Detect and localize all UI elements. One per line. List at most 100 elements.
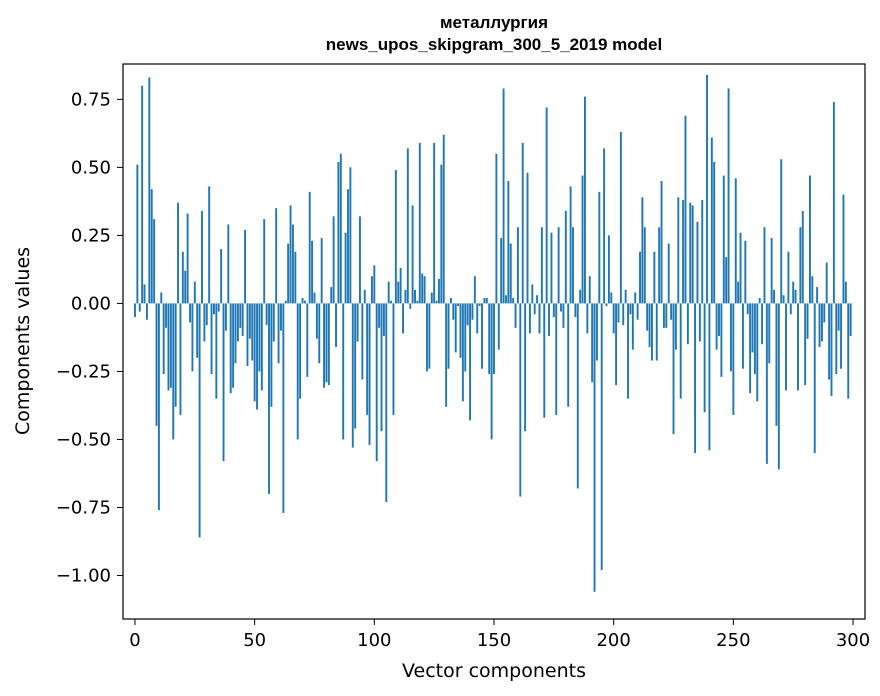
bar: [488, 303, 491, 375]
bar: [777, 303, 780, 470]
bar: [253, 303, 256, 402]
bar: [241, 303, 244, 337]
bar: [844, 281, 847, 304]
bar: [493, 303, 495, 375]
bar: [691, 205, 694, 304]
bar: [466, 303, 469, 326]
bar: [648, 303, 651, 347]
bar: [701, 200, 704, 304]
bar: [370, 276, 373, 304]
bar: [660, 180, 663, 304]
bar: [808, 175, 811, 304]
bar: [134, 303, 136, 318]
bar: [524, 303, 527, 432]
bar: [751, 303, 754, 353]
bar: [813, 303, 816, 454]
bar: [820, 303, 823, 342]
bar: [605, 303, 608, 307]
bar: [662, 303, 665, 328]
bar: [753, 303, 756, 375]
bar: [500, 238, 503, 304]
bar: [706, 74, 708, 304]
bar: [227, 224, 230, 304]
bar: [344, 232, 347, 304]
bar: [335, 303, 337, 347]
bar: [248, 303, 251, 339]
bar: [782, 295, 785, 304]
bar: [428, 303, 431, 369]
bar: [332, 216, 335, 304]
bar: [153, 219, 156, 304]
bar: [557, 227, 560, 304]
bar: [792, 281, 795, 304]
bar: [617, 303, 620, 323]
bar: [806, 303, 809, 339]
bar: [694, 303, 697, 454]
bar: [823, 303, 826, 323]
bar: [296, 303, 299, 440]
bar: [184, 270, 187, 304]
bar: [615, 303, 618, 386]
bar: [552, 303, 555, 318]
bar: [756, 303, 759, 402]
x-axis: 0 50 100 150 200 250 300: [129, 619, 870, 651]
bar: [232, 303, 235, 388]
bar: [265, 303, 268, 326]
bar: [277, 303, 280, 364]
bar: [521, 142, 524, 304]
bar: [624, 289, 627, 304]
bar: [507, 180, 510, 304]
bar: [174, 303, 177, 407]
x-tick-label: 100: [357, 630, 391, 651]
bar: [536, 295, 539, 304]
bar: [437, 278, 440, 304]
bar: [569, 186, 572, 304]
bar: [538, 303, 541, 334]
bar: [540, 227, 543, 304]
bar: [682, 200, 685, 304]
bar: [832, 102, 835, 304]
bar: [148, 77, 151, 304]
bar: [698, 303, 701, 342]
bar: [816, 287, 819, 304]
bar: [686, 303, 689, 345]
bar: [684, 115, 687, 304]
bar: [464, 303, 467, 372]
bar: [387, 281, 390, 304]
y-tick-label: 0.75: [71, 89, 111, 110]
bar: [758, 297, 761, 304]
bar: [641, 197, 644, 304]
bar: [418, 142, 421, 304]
bar: [457, 303, 460, 307]
bar: [528, 303, 531, 334]
bar: [291, 224, 294, 304]
bar: [797, 303, 799, 391]
bar: [636, 303, 639, 320]
bar: [646, 303, 649, 331]
y-tick-label: −0.50: [56, 429, 111, 450]
bar: [572, 227, 574, 304]
bar: [244, 229, 247, 304]
bar: [591, 303, 594, 383]
x-tick-label: 150: [477, 630, 511, 651]
bar: [198, 303, 201, 538]
bar: [555, 303, 558, 415]
bar: [445, 303, 448, 407]
bar: [469, 303, 472, 421]
bar: [495, 153, 498, 304]
bar: [349, 167, 352, 304]
bar: [533, 303, 536, 315]
bar: [268, 303, 270, 494]
bar: [708, 303, 711, 451]
bar: [799, 227, 802, 304]
bar: [280, 303, 282, 331]
bar: [741, 303, 744, 369]
bar: [325, 303, 328, 383]
x-tick-label: 50: [243, 630, 266, 651]
bar: [339, 153, 342, 304]
bar: [179, 303, 182, 415]
bar: [548, 303, 550, 337]
bar: [718, 303, 720, 337]
bar: [765, 303, 768, 464]
bar: [421, 273, 424, 304]
